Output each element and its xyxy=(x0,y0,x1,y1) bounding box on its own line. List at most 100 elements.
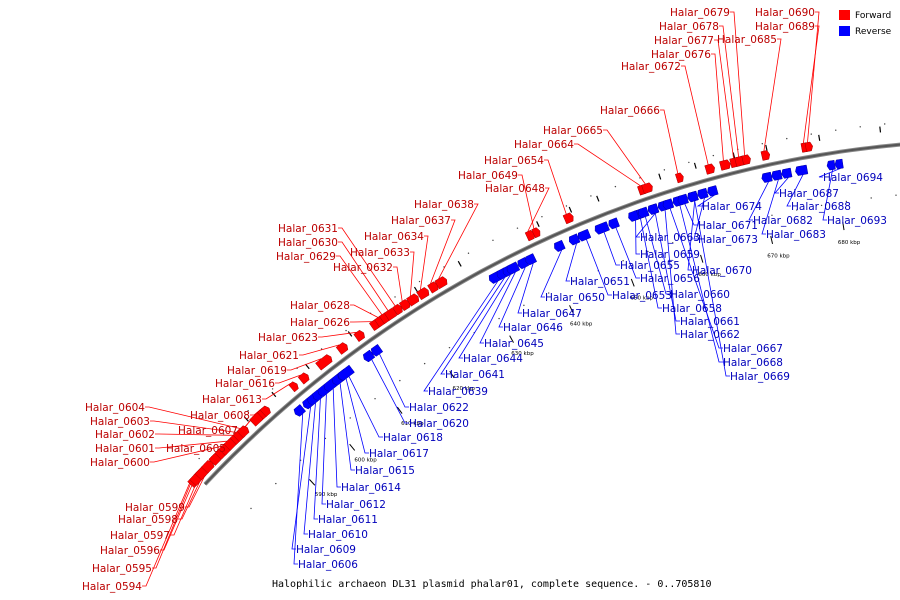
label-halar-0607[interactable]: Halar_0607 xyxy=(178,425,238,437)
label-halar-0674[interactable]: Halar_0674 xyxy=(702,201,762,213)
label-halar-0595[interactable]: Halar_0595 xyxy=(92,563,152,575)
gene-halar-0632[interactable] xyxy=(398,299,411,312)
gene-halar-0659[interactable] xyxy=(628,210,640,222)
gene-halar-0688[interactable] xyxy=(795,164,809,176)
label-halar-0596[interactable]: Halar_0596 xyxy=(100,545,160,557)
label-halar-0637[interactable]: Halar_0637 xyxy=(391,215,451,227)
label-halar-0693[interactable]: Halar_0693 xyxy=(827,215,887,227)
label-halar-0647[interactable]: Halar_0647 xyxy=(522,308,582,320)
label-halar-0618[interactable]: Halar_0618 xyxy=(383,432,443,444)
label-halar-0594[interactable]: Halar_0594 xyxy=(82,581,142,593)
gene-halar-0604[interactable] xyxy=(236,425,250,439)
label-halar-0601[interactable]: Halar_0601 xyxy=(95,443,155,455)
label-halar-0608[interactable]: Halar_0608 xyxy=(190,410,250,422)
label-halar-0658[interactable]: Halar_0658 xyxy=(662,303,722,315)
label-halar-0615[interactable]: Halar_0615 xyxy=(355,465,415,477)
gene-halar-0616[interactable] xyxy=(297,372,310,385)
gene-halar-0670[interactable] xyxy=(687,190,699,203)
gene-halar-0638[interactable] xyxy=(434,276,448,290)
label-halar-0651[interactable]: Halar_0651 xyxy=(570,276,630,288)
label-halar-0676[interactable]: Halar_0676 xyxy=(651,49,711,61)
label-halar-0679[interactable]: Halar_0679 xyxy=(670,7,730,19)
gene-halar-0606[interactable] xyxy=(293,404,307,417)
gene-halar-0648[interactable] xyxy=(524,229,535,242)
gene-halar-0650[interactable] xyxy=(554,239,566,252)
label-halar-0677[interactable]: Halar_0677 xyxy=(654,35,714,47)
label-halar-0609[interactable]: Halar_0609 xyxy=(296,544,356,556)
gene-halar-0633[interactable] xyxy=(406,293,420,307)
gene-halar-0630[interactable] xyxy=(383,307,397,321)
gene-halar-0631[interactable] xyxy=(392,303,403,316)
label-halar-0630[interactable]: Halar_0630 xyxy=(278,237,338,249)
gene-halar-0605[interactable] xyxy=(249,412,264,427)
label-halar-0654[interactable]: Halar_0654 xyxy=(484,155,544,167)
label-halar-0632[interactable]: Halar_0632 xyxy=(333,262,393,274)
label-halar-0662[interactable]: Halar_0662 xyxy=(680,329,740,341)
label-halar-0646[interactable]: Halar_0646 xyxy=(503,322,563,334)
label-halar-0612[interactable]: Halar_0612 xyxy=(326,499,386,511)
label-halar-0661[interactable]: Halar_0661 xyxy=(680,316,740,328)
gene-halar-0663[interactable] xyxy=(647,203,660,215)
label-halar-0689[interactable]: Halar_0689 xyxy=(755,21,815,33)
label-halar-0690[interactable]: Halar_0690 xyxy=(755,7,815,19)
label-halar-0682[interactable]: Halar_0682 xyxy=(753,215,813,227)
gene-halar-0665[interactable] xyxy=(641,182,653,195)
gene-halar-0598[interactable] xyxy=(208,453,222,466)
label-halar-0665[interactable]: Halar_0665 xyxy=(543,125,603,137)
label-halar-0605[interactable]: Halar_0605 xyxy=(166,443,226,455)
gene-halar-0653[interactable] xyxy=(577,228,592,242)
label-halar-0604[interactable]: Halar_0604 xyxy=(85,402,145,414)
label-halar-0639[interactable]: Halar_0639 xyxy=(428,386,488,398)
gene-halar-0613[interactable] xyxy=(288,381,299,393)
gene-halar-0619[interactable] xyxy=(315,354,333,371)
gene-halar-0647[interactable] xyxy=(525,253,538,266)
label-halar-0626[interactable]: Halar_0626 xyxy=(290,317,350,329)
label-halar-0633[interactable]: Halar_0633 xyxy=(350,247,410,259)
gene-halar-0676[interactable] xyxy=(719,159,731,171)
gene-halar-0682[interactable] xyxy=(761,171,773,183)
label-halar-0620[interactable]: Halar_0620 xyxy=(409,418,469,430)
label-halar-0678[interactable]: Halar_0678 xyxy=(659,21,719,33)
label-halar-0673[interactable]: Halar_0673 xyxy=(698,234,758,246)
gene-halar-0634[interactable] xyxy=(416,287,430,301)
label-halar-0668[interactable]: Halar_0668 xyxy=(723,357,783,369)
gene-halar-0611[interactable] xyxy=(312,389,324,402)
gene-halar-0673[interactable] xyxy=(697,187,709,200)
gene-halar-0693[interactable] xyxy=(826,160,836,171)
label-halar-0644[interactable]: Halar_0644 xyxy=(463,353,523,365)
gene-halar-0645[interactable] xyxy=(506,261,521,275)
label-halar-0671[interactable]: Halar_0671 xyxy=(698,220,758,232)
gene-halar-0597[interactable] xyxy=(201,460,215,474)
gene-halar-0620[interactable] xyxy=(362,349,376,363)
gene-halar-0672[interactable] xyxy=(704,163,715,175)
label-halar-0664[interactable]: Halar_0664 xyxy=(514,139,574,151)
label-halar-0631[interactable]: Halar_0631 xyxy=(278,223,338,235)
label-halar-0670[interactable]: Halar_0670 xyxy=(692,265,752,277)
label-halar-0638[interactable]: Halar_0638 xyxy=(414,199,474,211)
label-halar-0649[interactable]: Halar_0649 xyxy=(458,170,518,182)
label-halar-0603[interactable]: Halar_0603 xyxy=(90,416,150,428)
gene-halar-0651[interactable] xyxy=(569,233,581,246)
label-halar-0611[interactable]: Halar_0611 xyxy=(318,514,378,526)
label-halar-0650[interactable]: Halar_0650 xyxy=(545,292,605,304)
label-halar-0629[interactable]: Halar_0629 xyxy=(276,251,336,263)
label-halar-0672[interactable]: Halar_0672 xyxy=(621,61,681,73)
label-halar-0656[interactable]: Halar_0656 xyxy=(640,273,700,285)
label-halar-0655[interactable]: Halar_0655 xyxy=(620,260,680,272)
gene-halar-0618[interactable] xyxy=(337,364,355,381)
label-halar-0597[interactable]: Halar_0597 xyxy=(110,530,170,542)
gene-halar-0671[interactable] xyxy=(677,193,689,206)
label-halar-0602[interactable]: Halar_0602 xyxy=(95,429,155,441)
label-halar-0622[interactable]: Halar_0622 xyxy=(409,402,469,414)
label-halar-0683[interactable]: Halar_0683 xyxy=(766,229,826,241)
label-halar-0687[interactable]: Halar_0687 xyxy=(779,188,839,200)
gene-halar-0667[interactable] xyxy=(662,198,675,210)
gene-halar-0683[interactable] xyxy=(771,169,783,181)
gene-halar-0660[interactable] xyxy=(638,206,650,219)
gene-halar-0621[interactable] xyxy=(335,342,349,355)
label-halar-0598[interactable]: Halar_0598 xyxy=(118,514,178,526)
gene-halar-0656[interactable] xyxy=(608,217,620,230)
gene-halar-0623[interactable] xyxy=(353,329,365,343)
gene-halar-0685[interactable] xyxy=(760,150,771,161)
gene-halar-0687[interactable] xyxy=(781,167,793,179)
